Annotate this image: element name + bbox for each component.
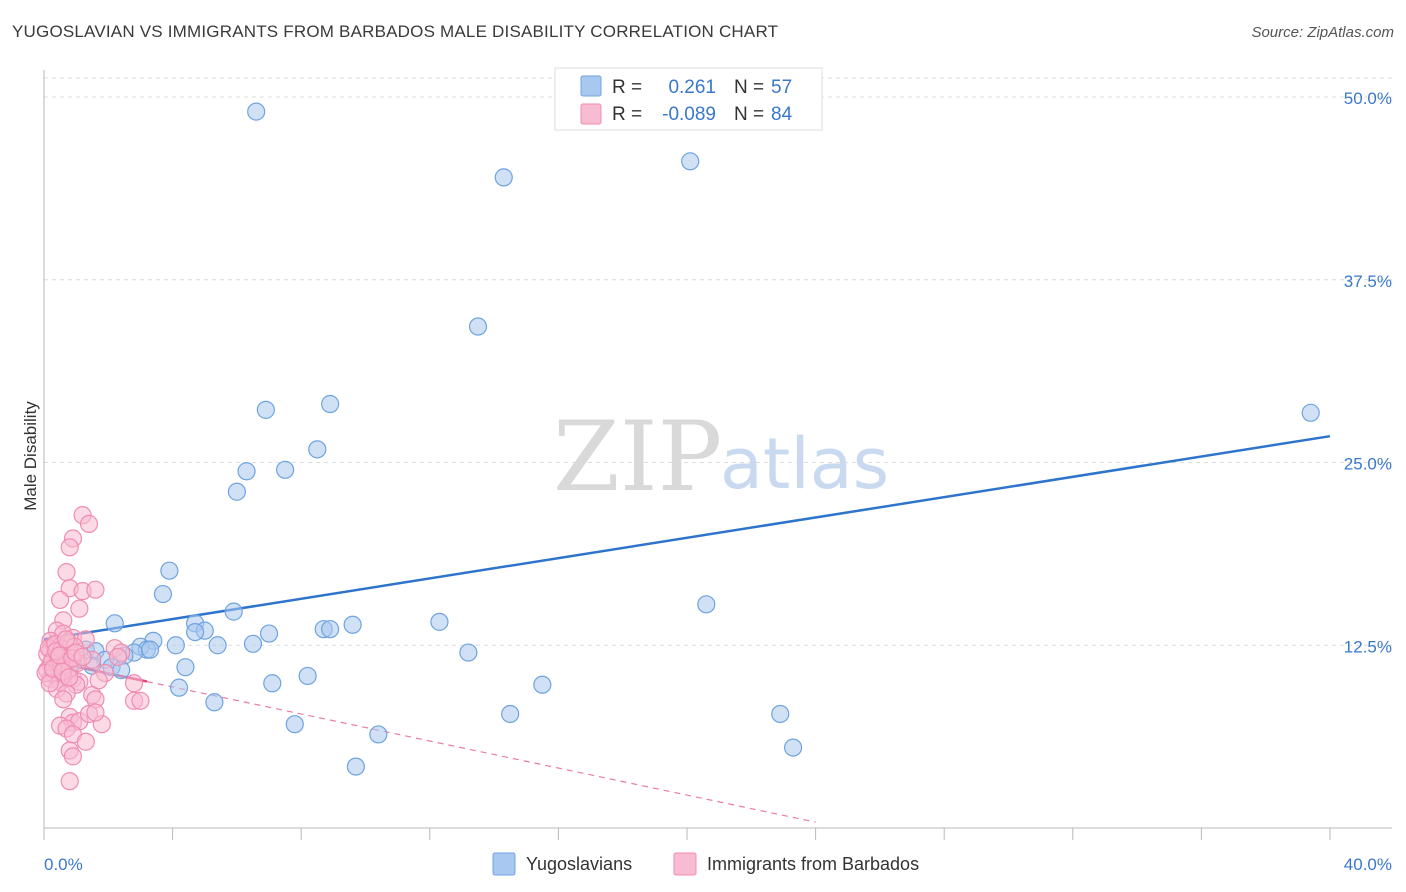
source-label: Source: ZipAtlas.com	[1251, 24, 1394, 41]
point-yugoslavians-49	[285, 715, 304, 734]
point-barbados-8	[50, 590, 70, 610]
point-barbados-42	[108, 647, 128, 667]
point-yugoslavians-5	[321, 394, 340, 414]
x-tick-min: 0.0%	[44, 855, 83, 874]
point-yugoslavians-22	[321, 620, 340, 639]
legend-r-value-1: 0.261	[668, 77, 716, 98]
point-barbados-76	[56, 630, 75, 649]
point-yugoslavians-14	[224, 602, 243, 621]
point-yugoslavians-15	[105, 614, 124, 633]
point-yugoslavians-46	[205, 693, 224, 712]
watermark: ZIP atlas	[553, 401, 889, 513]
correlation-legend: R = 0.261 N = 57 R = -0.089 N = 84	[554, 67, 823, 131]
point-barbados-4	[57, 563, 76, 582]
point-barbados-43	[124, 674, 144, 693]
point-barbados-58	[60, 772, 79, 791]
point-yugoslavians-1	[494, 168, 513, 187]
point-yugoslavians-28	[166, 636, 185, 655]
point-yugoslavians-8	[276, 460, 295, 479]
point-barbados-57	[63, 747, 83, 766]
point-yugoslavians-42	[263, 674, 282, 693]
point-yugoslavians-29	[186, 622, 205, 642]
point-barbados-82	[73, 647, 92, 667]
y-axis-label: Male Disability	[21, 401, 40, 511]
y-tick-labels: 12.5% 25.0% 37.5% 50.0%	[1344, 89, 1392, 656]
chart-title: YUGOSLAVIAN VS IMMIGRANTS FROM BARBADOS …	[12, 22, 779, 41]
point-barbados-77	[59, 668, 79, 687]
point-barbados-83	[89, 671, 108, 690]
point-yugoslavians-11	[160, 561, 179, 580]
point-yugoslavians-30	[208, 636, 227, 655]
data-points	[36, 102, 1320, 791]
point-barbados-3	[60, 538, 79, 557]
point-yugoslavians-6	[308, 440, 327, 459]
point-yugoslavians-0	[247, 102, 266, 121]
point-yugoslavians-3	[468, 317, 488, 336]
series-legend: Yugoslavians Immigrants from Barbados	[492, 852, 919, 876]
point-yugoslavians-10	[1301, 403, 1320, 422]
point-yugoslavians-2	[681, 152, 700, 171]
y-tick-label-0: 12.5%	[1344, 637, 1392, 656]
watermark-atlas: atlas	[720, 423, 889, 505]
legend-n-value-1: 57	[771, 77, 792, 98]
point-yugoslavians-27	[140, 640, 160, 659]
series-legend-label-yugoslavians: Yugoslavians	[526, 854, 632, 874]
y-tick-label-1: 25.0%	[1344, 455, 1392, 474]
point-yugoslavians-12	[153, 584, 173, 604]
point-yugoslavians-13	[697, 595, 716, 614]
legend-r-label-2: R =	[612, 104, 642, 125]
point-yugoslavians-7	[237, 462, 256, 481]
point-yugoslavians-9	[227, 482, 246, 501]
y-tick-label-2: 37.5%	[1344, 272, 1392, 291]
point-barbados-51	[86, 703, 105, 722]
point-yugoslavians-21	[430, 612, 449, 631]
point-yugoslavians-18	[259, 624, 279, 643]
point-barbados-55	[76, 732, 95, 751]
point-barbados-45	[131, 691, 150, 710]
series-legend-swatch-barbados	[673, 852, 697, 876]
series-1-points	[36, 506, 150, 791]
point-yugoslavians-51	[783, 738, 803, 757]
point-barbados-39	[54, 690, 73, 709]
trend-line-yugoslavians	[43, 434, 1331, 641]
y-tick-label-3: 50.0%	[1344, 89, 1392, 108]
point-barbados-1	[79, 514, 99, 534]
point-yugoslavians-43	[533, 675, 552, 694]
series-legend-label-barbados: Immigrants from Barbados	[707, 854, 919, 874]
point-yugoslavians-31	[243, 634, 263, 653]
point-yugoslavians-39	[176, 658, 195, 677]
axes	[43, 70, 1392, 829]
legend-r-label-1: R =	[612, 77, 642, 98]
point-yugoslavians-4	[256, 400, 275, 419]
point-yugoslavians-48	[771, 704, 790, 724]
point-yugoslavians-40	[459, 643, 478, 662]
series-legend-swatch-yugoslavians	[492, 852, 516, 876]
x-tick-max: 40.0%	[1344, 855, 1392, 874]
legend-r-value-2: -0.089	[662, 104, 716, 125]
point-yugoslavians-47	[501, 704, 520, 724]
watermark-zip: ZIP	[553, 401, 722, 513]
point-yugoslavians-50	[369, 725, 388, 744]
legend-n-label-2: N =	[734, 104, 764, 125]
legend-swatch-barbados	[580, 103, 602, 125]
point-yugoslavians-20	[343, 615, 362, 634]
point-yugoslavians-52	[346, 757, 365, 776]
trend-line-barbados-dashed	[146, 680, 816, 823]
legend-n-label-1: N =	[734, 77, 764, 98]
point-yugoslavians-41	[298, 666, 317, 686]
point-barbados-7	[86, 580, 105, 599]
point-yugoslavians-45	[169, 678, 189, 697]
point-barbados-9	[70, 599, 89, 618]
legend-swatch-yugoslavians	[580, 75, 602, 97]
legend-n-value-2: 84	[771, 104, 793, 125]
